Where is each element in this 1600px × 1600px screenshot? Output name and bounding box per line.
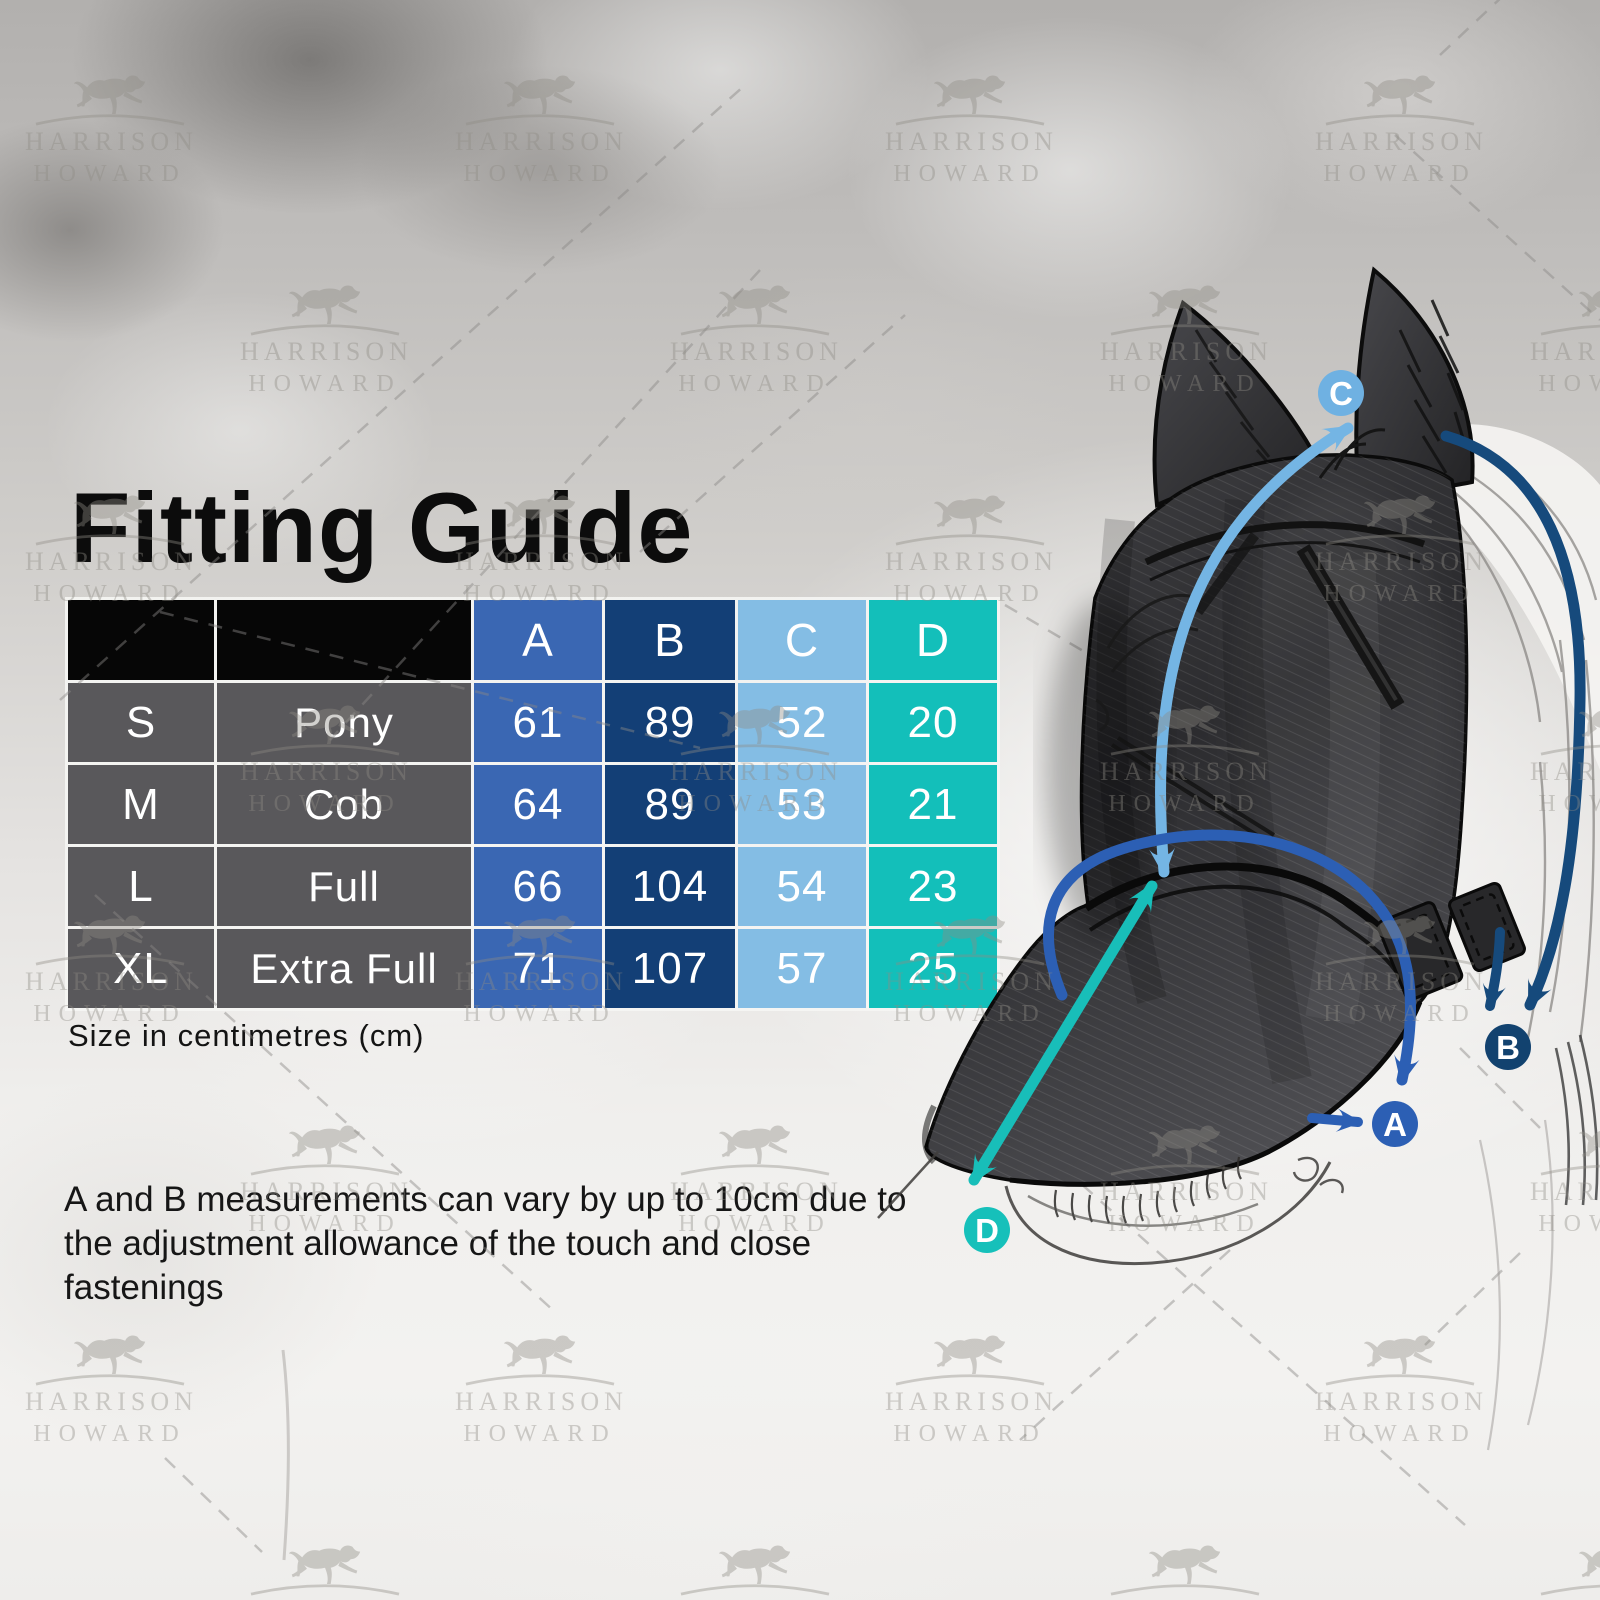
badge-d: D: [964, 1207, 1010, 1253]
mane-sketch: [1443, 424, 1600, 1451]
name-cell: Cob: [217, 765, 471, 844]
size-table: A B C D S Pony 61 89 52 20 M Cob 64 89 53 21 L Full 66…: [65, 597, 1000, 1011]
header-col-d: D: [869, 600, 997, 680]
table-caption: Size in centimetres (cm): [68, 1018, 425, 1053]
svg-text:D: D: [975, 1212, 999, 1249]
size-cell: L: [68, 847, 214, 926]
badge-a: A: [1372, 1101, 1418, 1147]
measurement-arrow-c: [1149, 422, 1354, 878]
measurement-arrow-a: [1043, 829, 1420, 1086]
header-col-b: B: [605, 600, 735, 680]
value-cell-d: 21: [869, 765, 997, 844]
value-cell-d: 20: [869, 683, 997, 762]
measurement-note: A and B measurements can vary by up to 1…: [64, 1180, 907, 1307]
mouth-sketch: [877, 1151, 1344, 1266]
measurement-arrow-b: [1440, 430, 1586, 1011]
value-cell-c: 57: [738, 929, 866, 1008]
value-cell-b: 104: [605, 847, 735, 926]
value-cell-b: 89: [605, 765, 735, 844]
svg-text:B: B: [1496, 1029, 1520, 1066]
size-cell: M: [68, 765, 214, 844]
value-cell-b: 107: [605, 929, 735, 1008]
value-cell-a: 64: [474, 765, 602, 844]
page-title: Fitting Guide: [70, 472, 694, 584]
header-empty-size-cell: [68, 600, 214, 680]
measurement-arrow-b-branch: [1482, 927, 1506, 1011]
header-empty-name-cell: [217, 600, 471, 680]
value-cell-a: 66: [474, 847, 602, 926]
value-cell-c: 53: [738, 765, 866, 844]
value-cell-c: 54: [738, 847, 866, 926]
badge-b: B: [1485, 1024, 1531, 1070]
header-col-c: C: [738, 600, 866, 680]
name-cell: Extra Full: [217, 929, 471, 1008]
value-cell-a: 61: [474, 683, 602, 762]
name-cell: Full: [217, 847, 471, 926]
badge-c: C: [1318, 370, 1364, 416]
header-col-a: A: [474, 600, 602, 680]
size-cell: S: [68, 683, 214, 762]
measurement-arrow-d: [968, 880, 1158, 1186]
ear-right-icon: [1354, 266, 1475, 508]
svg-text:A: A: [1383, 1106, 1407, 1143]
svg-text:C: C: [1329, 375, 1353, 412]
value-cell-a: 71: [474, 929, 602, 1008]
measurement-arrow-a-pointer: [1307, 1108, 1363, 1132]
